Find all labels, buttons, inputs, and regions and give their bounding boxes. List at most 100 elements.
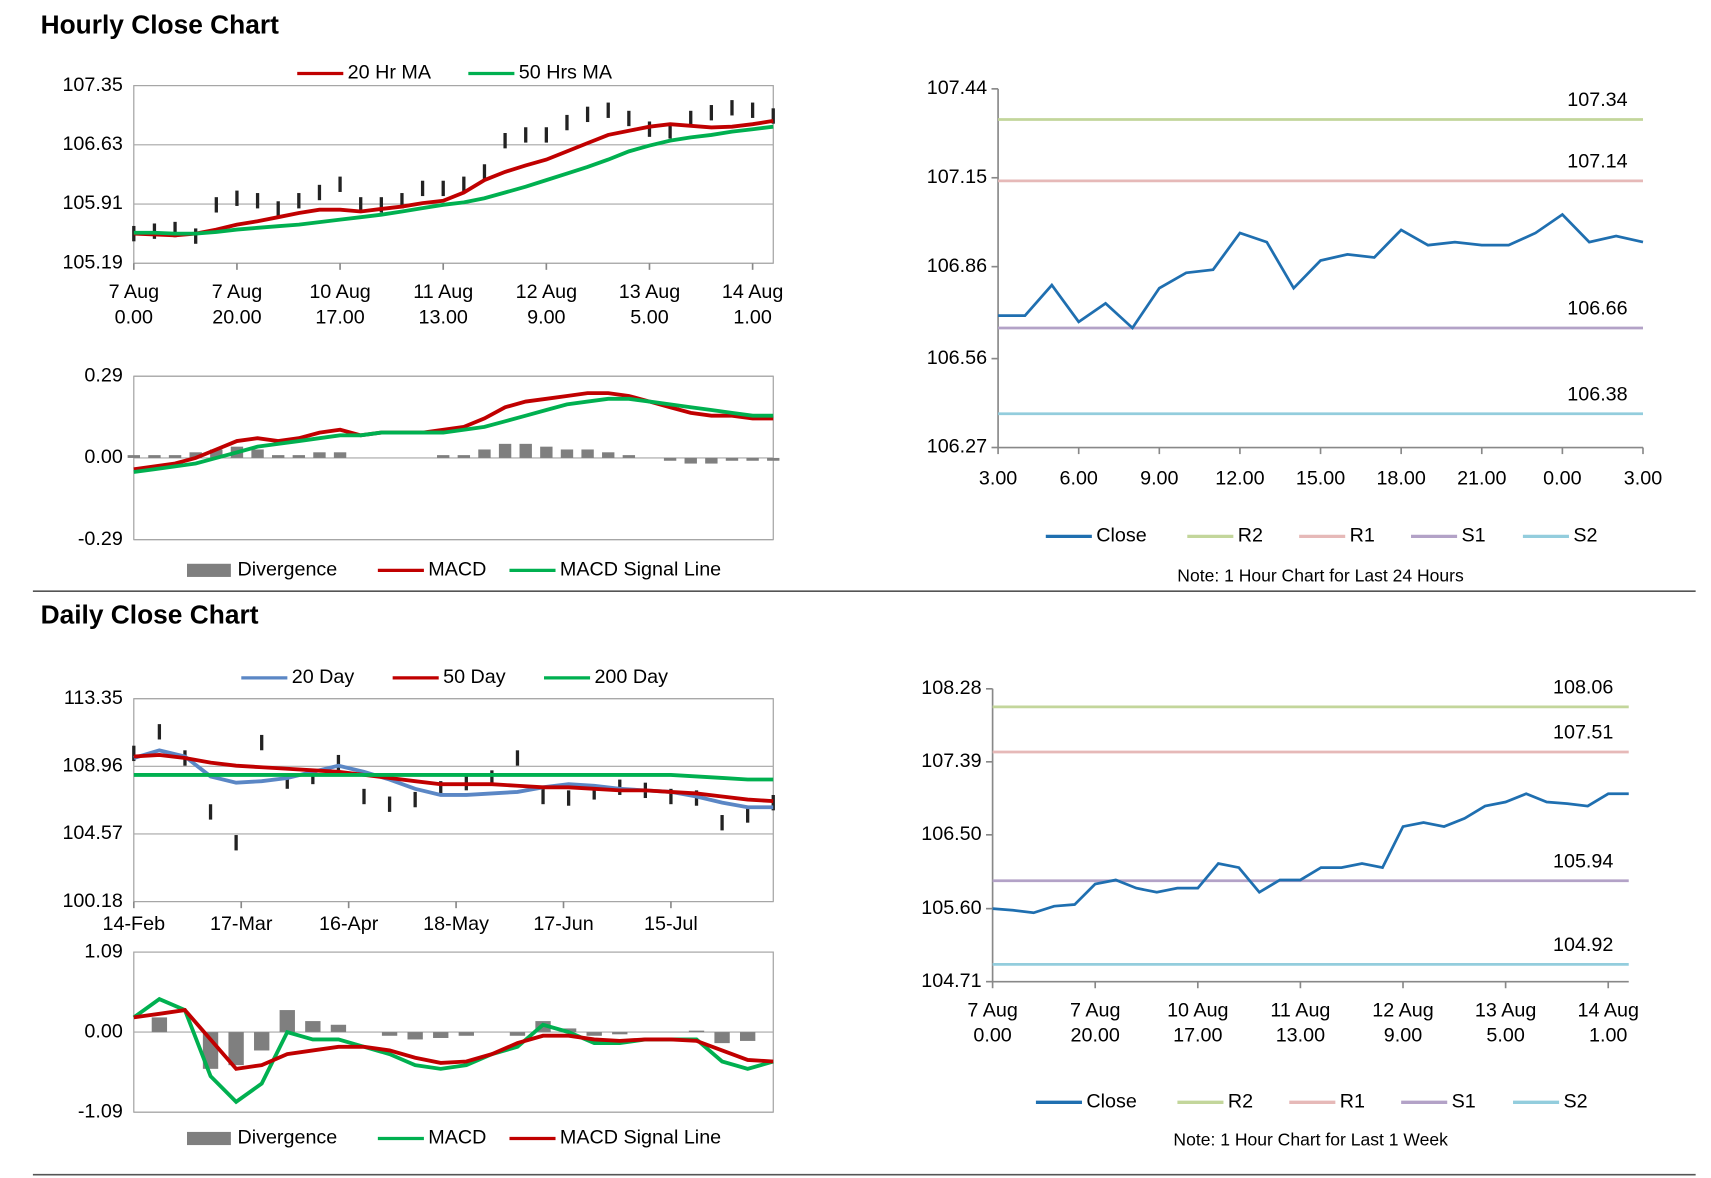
price-bar [565,114,569,131]
divergence-bar [168,455,182,458]
y-tick-label: 106.63 [62,133,122,155]
divergence-bar [663,457,677,461]
divergence-bar [228,1032,244,1066]
divergence-bar [540,446,553,458]
x-tick-label: 13 Aug [619,281,680,303]
legend-label: MACD [428,1127,486,1149]
divergence-bar [151,1017,168,1033]
price-bar [482,164,487,180]
ma-line [133,753,774,804]
chart-note: Note: 1 Hour Chart for Last 24 Hours [1177,566,1464,586]
x-tick-label: 14 Aug [722,281,783,303]
divergence-bar [458,1032,474,1036]
level-label: 106.38 [1567,383,1627,405]
x-tick-sublabel: 1.00 [733,306,771,328]
x-tick-label: 21.00 [1457,468,1506,490]
price-bar [647,121,652,137]
legend-label: 200 Day [594,666,668,688]
level-label: 108.06 [1553,676,1613,698]
y-tick-label: 104.71 [921,970,981,992]
x-tick-sublabel: 13.00 [1276,1025,1325,1047]
price-bar [260,734,264,751]
price-bar [524,127,528,143]
price-bar [285,773,289,789]
y-tick-label: 0.00 [84,446,122,468]
x-tick-sublabel: 1.00 [1589,1025,1627,1047]
y-tick-label: 106.86 [927,255,987,277]
macd-line [133,391,774,472]
x-tick-label: 17-Mar [210,913,273,935]
x-tick-label: 7 Aug [109,281,159,303]
divergence-bar [767,457,780,461]
y-tick-label: 106.27 [927,436,987,458]
price-bar [544,127,548,143]
x-tick-label: 11 Aug [413,281,473,303]
y-tick-label: 104.57 [62,822,122,844]
price-bar [132,745,136,762]
x-tick-label: 14 Aug [1577,999,1638,1021]
close-line [998,212,1644,331]
price-bar [515,750,520,766]
level-label: 107.51 [1553,722,1613,744]
x-tick-sublabel: 9.00 [1384,1025,1422,1047]
price-bar [585,106,590,123]
price-bar [750,102,755,118]
price-bar [503,133,507,149]
price-bar [592,784,596,800]
price-bar [669,788,673,805]
x-tick-label: 13 Aug [1475,999,1536,1021]
price-bar [379,197,383,213]
y-tick-label: 108.28 [921,677,981,699]
level-label: 105.94 [1553,850,1613,872]
x-tick-sublabel: 9.00 [527,306,565,328]
ma-line [133,772,774,782]
price-bar [668,123,672,139]
x-tick-label: 7 Aug [1070,999,1120,1021]
divergence-bar [279,1010,295,1033]
divergence-bar [725,457,739,461]
y-tick-label: 100.18 [62,890,122,912]
divergence-bar [148,455,161,458]
price-bar [606,102,610,118]
x-tick-sublabel: 17.00 [1173,1025,1222,1047]
price-bar [566,790,571,806]
y-tick-label: 107.35 [62,74,122,96]
section-title: Daily Close Chart [41,599,259,629]
legend-label: MACD [428,559,486,581]
y-tick-label: 1.09 [84,940,122,962]
x-tick-label: 12.00 [1215,468,1264,490]
y-tick-label: 107.44 [927,77,987,99]
x-tick-label: 3.00 [979,468,1017,490]
legend-label: S2 [1573,525,1597,547]
legend-label: MACD Signal Line [560,559,721,581]
divergence-bar [457,455,471,458]
price-bar [771,108,775,124]
y-tick-label: -1.09 [78,1100,123,1122]
x-tick-label: 12 Aug [516,281,577,303]
price-bar [276,201,280,217]
price-bar [194,228,198,244]
x-tick-sublabel: 5.00 [1486,1025,1524,1047]
x-tick-label: 14-Feb [103,913,166,935]
divergence-bar [714,1032,730,1044]
price-bar [709,105,714,121]
price-bar [297,193,301,209]
ma-line [133,124,774,236]
legend-swatch [187,1131,231,1146]
x-tick-label: 10 Aug [309,281,370,303]
price-bar [439,781,443,797]
chart-note: Note: 1 Hour Chart for Last 1 Week [1173,1129,1448,1149]
price-bar [413,791,417,808]
divergence-bar [305,1021,321,1033]
price-bar [746,807,750,823]
divergence-bar [586,1032,602,1036]
price-bar [338,176,342,192]
x-tick-label: 9.00 [1140,468,1178,490]
divergence-bar [333,452,347,458]
legend-label: R2 [1238,525,1263,547]
legend-label: 20 Day [292,666,355,688]
x-tick-label: 18.00 [1376,468,1425,490]
y-tick-label: 108.96 [62,755,122,777]
y-tick-label: 106.56 [927,347,987,369]
divergence-bar [407,1032,423,1040]
